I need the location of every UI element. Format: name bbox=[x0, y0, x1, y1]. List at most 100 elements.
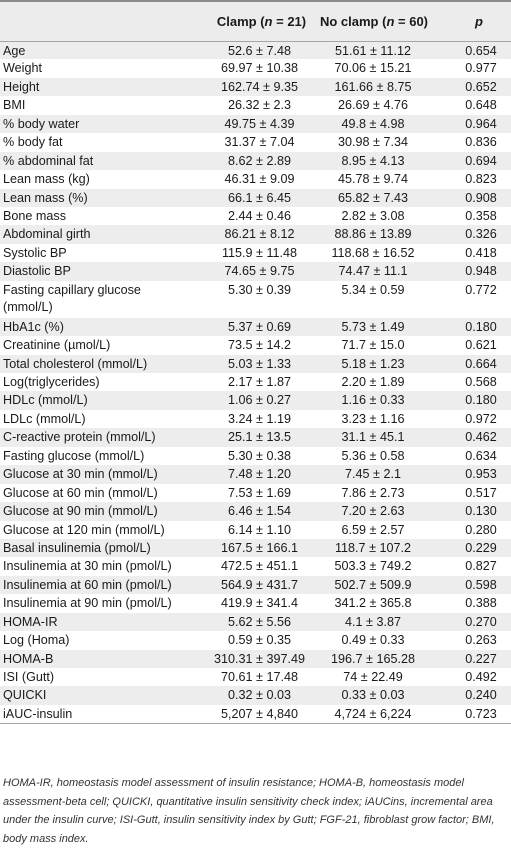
clamp-value: 310.31 ± 397.49 bbox=[214, 651, 305, 666]
clamp-value: 70.61 ± 17.48 bbox=[221, 670, 298, 684]
row-label: Fasting glucose (mmol/L) bbox=[3, 448, 145, 463]
p-value: 0.280 bbox=[465, 522, 497, 537]
clamp-value: 5.62 ± 5.56 bbox=[228, 614, 291, 629]
clamp-value: 7.48 ± 1.20 bbox=[228, 467, 291, 482]
table-row: Abdominal girth 86.21 ± 8.12 88.86 ± 13.89… bbox=[0, 225, 511, 244]
no-clamp-value: 502.7 ± 509.9 bbox=[334, 577, 412, 592]
table-row: ISI (Gutt) 70.61 ± 17.48 74 ± 22.49 0.492 bbox=[0, 668, 511, 687]
no-clamp-value: 7.20 ± 2.63 bbox=[341, 504, 405, 519]
table-row: Log(triglycerides) 2.17 ± 1.87 2.20 ± 1.89… bbox=[0, 373, 511, 392]
table-row: HDLc (mmol/L) 1.06 ± 0.27 1.16 ± 0.33 0.180 bbox=[0, 391, 511, 410]
row-label: HOMA-B bbox=[3, 651, 54, 666]
comparison-table: Clamp (n = 21) No clamp (n = 60) p Age 52… bbox=[0, 1, 511, 724]
row-label: % abdominal fat bbox=[3, 153, 94, 168]
table-row: Fasting glucose (mmol/L) 5.30 ± 0.38 5.36 … bbox=[0, 446, 511, 466]
clamp-value: 49.75 ± 4.39 bbox=[224, 116, 295, 131]
no-clamp-value: 8.95 ± 4.13 bbox=[341, 153, 405, 168]
row-label: Systolic BP bbox=[3, 245, 67, 260]
no-clamp-value: 49.8 ± 4.98 bbox=[341, 116, 405, 131]
p-value: 0.568 bbox=[465, 375, 497, 389]
no-clamp-value: 2.82 ± 3.08 bbox=[341, 208, 405, 223]
p-value: 0.948 bbox=[465, 264, 497, 279]
p-value: 0.263 bbox=[465, 633, 497, 648]
row-label: Weight bbox=[3, 61, 42, 76]
table-row: Insulinemia at 60 min (pmol/L) 564.9 ± 43… bbox=[0, 575, 511, 595]
p-value: 0.977 bbox=[465, 61, 497, 76]
row-label: Insulinemia at 60 min (pmol/L) bbox=[3, 577, 172, 592]
row-label: Bone mass bbox=[3, 208, 66, 223]
no-clamp-value: 74 ± 22.49 bbox=[343, 670, 403, 684]
row-label: Basal insulinemia (pmol/L) bbox=[3, 540, 151, 555]
row-label: % body water bbox=[3, 116, 80, 131]
p-value: 0.823 bbox=[465, 172, 497, 187]
clamp-value: 7.53 ± 1.69 bbox=[228, 485, 291, 500]
no-clamp-value: 7.45 ± 2.1 bbox=[345, 467, 401, 482]
row-label: HDLc (mmol/L) bbox=[3, 393, 88, 408]
no-clamp-value: 5.73 ± 1.49 bbox=[341, 319, 405, 334]
table-row: HOMA-IR 5.62 ± 5.56 4.1 ± 3.87 0.270 bbox=[0, 612, 511, 632]
p-value: 0.723 bbox=[465, 706, 497, 721]
row-label: Height bbox=[3, 79, 40, 94]
no-clamp-value: 1.16 ± 0.33 bbox=[341, 393, 405, 408]
header-p-value: p bbox=[475, 13, 483, 29]
row-label: HbA1c (%) bbox=[3, 319, 64, 334]
clamp-value: 162.74 ± 9.35 bbox=[221, 79, 298, 94]
header-no-clamp-text: No clamp (n = 60) bbox=[319, 13, 429, 29]
p-value: 0.227 bbox=[465, 651, 497, 666]
row-label: Total cholesterol (mmol/L) bbox=[3, 356, 148, 371]
table-row: LDLc (mmol/L) 3.24 ± 1.19 3.23 ± 1.16 0.972 bbox=[0, 409, 511, 429]
table-row: Height 162.74 ± 9.35 161.66 ± 8.75 0.652 bbox=[0, 77, 511, 97]
clamp-value: 52.6 ± 7.48 bbox=[228, 43, 291, 58]
row-label: HOMA-IR bbox=[3, 614, 58, 629]
table-row: Total cholesterol (mmol/L) 5.03 ± 1.33 5.1… bbox=[0, 354, 511, 373]
row-label: LDLc (mmol/L) bbox=[3, 411, 86, 426]
p-value: 0.652 bbox=[465, 79, 497, 94]
table-row: % body water 49.75 ± 4.39 49.8 ± 4.98 0.964 bbox=[0, 114, 511, 134]
p-value: 0.358 bbox=[465, 208, 497, 223]
clamp-value: 66.1 ± 6.45 bbox=[228, 190, 291, 205]
table-row: Glucose at 60 min (mmol/L) 7.53 ± 1.69 7.8… bbox=[0, 483, 511, 503]
row-label: Glucose at 30 min (mmol/L) bbox=[3, 467, 158, 482]
p-value: 0.180 bbox=[465, 393, 497, 408]
p-value: 0.492 bbox=[465, 670, 497, 684]
table-row: Lean mass (%) 66.1 ± 6.45 65.82 ± 7.43 0.90… bbox=[0, 188, 511, 207]
header-clamp-text: Clamp (n = 21) bbox=[216, 13, 307, 29]
no-clamp-value: 0.33 ± 0.03 bbox=[341, 688, 405, 703]
no-clamp-value: 3.23 ± 1.16 bbox=[341, 411, 405, 426]
p-value: 0.388 bbox=[465, 596, 497, 611]
p-value: 0.972 bbox=[465, 411, 497, 426]
no-clamp-value: 65.82 ± 7.43 bbox=[338, 190, 408, 205]
row-label: Abdominal girth bbox=[3, 227, 91, 242]
clamp-value: 419.9 ± 341.4 bbox=[221, 596, 298, 611]
table-row: Insulinemia at 90 min (pmol/L) 419.9 ± 34… bbox=[0, 594, 511, 613]
clamp-value: 167.5 ± 166.1 bbox=[221, 540, 298, 555]
no-clamp-value: 7.86 ± 2.73 bbox=[341, 485, 405, 500]
p-value: 0.827 bbox=[465, 559, 497, 574]
table-row: Glucose at 120 min (mmol/L) 6.14 ± 1.10 6.… bbox=[0, 520, 511, 539]
clamp-value: 5.30 ± 0.38 bbox=[228, 448, 291, 463]
p-value: 0.240 bbox=[465, 688, 497, 703]
row-label: ISI (Gutt) bbox=[3, 670, 55, 684]
p-value: 0.326 bbox=[465, 227, 497, 242]
no-clamp-value: 0.49 ± 0.33 bbox=[341, 633, 405, 648]
table-row: Basal insulinemia (pmol/L) 167.5 ± 166.1 1… bbox=[0, 538, 511, 558]
clamp-value: 86.21 ± 8.12 bbox=[224, 227, 295, 242]
row-label: Glucose at 120 min (mmol/L) bbox=[3, 522, 165, 537]
p-value: 0.634 bbox=[465, 448, 497, 463]
no-clamp-value: 4,724 ± 6,224 bbox=[334, 706, 412, 721]
table-row: Weight 69.97 ± 10.38 70.06 ± 15.21 0.977 bbox=[0, 59, 511, 78]
row-label: C-reactive protein (mmol/L) bbox=[3, 430, 156, 445]
clamp-value: 5.37 ± 0.69 bbox=[228, 319, 291, 334]
table-row: Glucose at 30 min (mmol/L) 7.48 ± 1.20 7.4… bbox=[0, 465, 511, 484]
table-row: BMI 26.32 ± 2.3 26.69 ± 4.76 0.648 bbox=[0, 96, 511, 115]
no-clamp-value: 4.1 ± 3.87 bbox=[345, 614, 401, 629]
p-value: 0.418 bbox=[465, 245, 497, 260]
table-row: Log (Homa) 0.59 ± 0.35 0.49 ± 0.33 0.263 bbox=[0, 631, 511, 650]
clamp-value: 26.32 ± 2.3 bbox=[228, 98, 291, 113]
clamp-value: 564.9 ± 431.7 bbox=[221, 577, 298, 592]
clamp-value: 31.37 ± 7.04 bbox=[224, 135, 295, 150]
row-label: Fasting capillary glucose (mmol/L) bbox=[3, 282, 141, 314]
no-clamp-value: 341.2 ± 365.8 bbox=[334, 596, 412, 611]
p-value: 0.908 bbox=[465, 190, 497, 205]
